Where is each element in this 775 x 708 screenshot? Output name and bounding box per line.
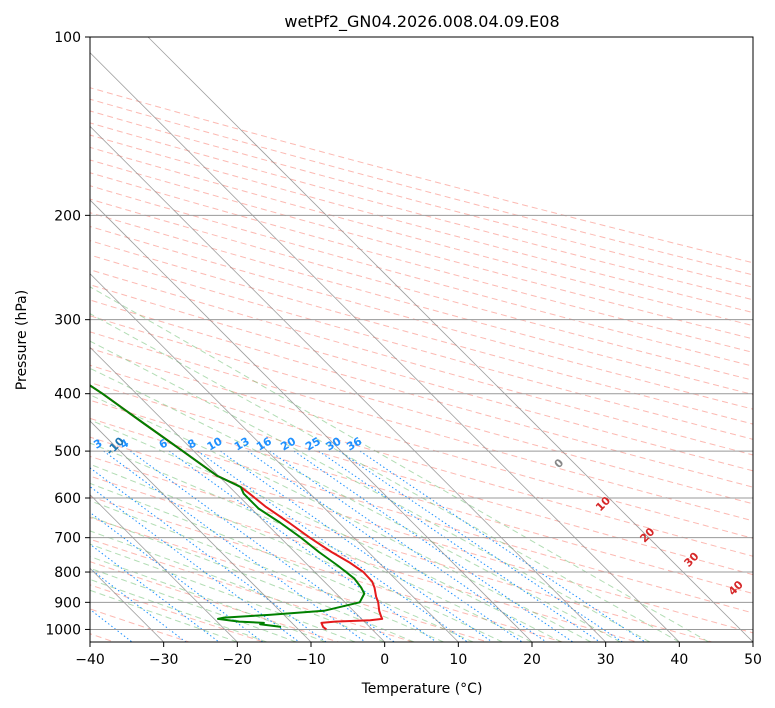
x-tick-label: 40: [670, 652, 688, 668]
y-axis-title: Pressure (hPa): [14, 290, 30, 390]
moist-adiabat: [90, 313, 680, 642]
isotherm: [90, 125, 606, 642]
moist-adiabat: [90, 589, 238, 642]
sounding-profiles: [90, 384, 384, 631]
isobars: [90, 37, 753, 630]
isotherm: [90, 199, 533, 642]
moist-adiabat: [90, 367, 621, 642]
plot-area: 0.10.20.40.611.52346810131620253036-100-…: [90, 37, 753, 642]
dry-adiabat: [90, 364, 753, 557]
dry-adiabat: [90, 299, 753, 488]
x-tick-label: 50: [744, 652, 762, 668]
moist-adiabat: [90, 530, 385, 642]
dry-adiabat: [90, 538, 414, 642]
y-tick-label: 600: [54, 491, 81, 507]
mixing-ratio-line: [90, 511, 264, 642]
dry-adiabat: [90, 185, 753, 367]
dry-adiabat: [90, 417, 753, 614]
moist-adiabat: [90, 515, 415, 642]
dry-adiabat: [90, 284, 753, 472]
moist-adiabat: [90, 567, 297, 642]
y-tick-label: 800: [54, 565, 81, 581]
dry-adiabat: [90, 110, 753, 288]
mixing-ratio-line: [197, 450, 468, 642]
mixing-ratio-line: [90, 543, 220, 642]
isotherm: [147, 37, 753, 642]
mixing-ratio-line: [359, 450, 646, 642]
mixing-ratio-line: [318, 450, 601, 642]
y-tick-label: 100: [54, 30, 81, 46]
y-axis: 100 200 300 400 500 600 700 800 900 1000: [45, 30, 90, 638]
dewpoint-profile: [90, 384, 366, 628]
mixing-ratio-lines: [90, 450, 646, 642]
isotherm: [90, 346, 385, 642]
mixing-ratio-line: [168, 450, 437, 642]
dry-adiabat: [90, 475, 638, 642]
y-tick-label: 200: [54, 208, 81, 224]
mixing-ratio-line: [220, 450, 493, 642]
mixing-ratio-line: [338, 450, 623, 642]
isotherm: [90, 420, 312, 642]
y-tick-label: 300: [54, 313, 81, 329]
dry-adiabat: [90, 212, 753, 396]
moist-adiabat: [90, 578, 267, 642]
mixing-ratio-line: [293, 450, 574, 642]
plot-frame: [89, 36, 754, 643]
x-tick-label: −10: [296, 652, 326, 668]
x-tick-label: −30: [149, 652, 179, 668]
dry-adiabat: [90, 240, 753, 425]
moist-adiabat: [90, 482, 474, 642]
mixing-ratio-line: [103, 450, 366, 642]
y-tick-label: 900: [54, 595, 81, 611]
moist-adiabat: [90, 419, 562, 642]
x-axis: −40 −30 −20 −10 0 10 20 30 40 50: [75, 642, 762, 668]
isotherms: [90, 37, 753, 642]
dry-adiabats: [90, 87, 753, 642]
x-tick-label: 20: [523, 652, 541, 668]
y-tick-label: 700: [54, 531, 81, 547]
chart-title: wetPf2_GN04.2026.008.04.09.E08: [284, 12, 559, 32]
y-tick-label: 1000: [45, 622, 81, 638]
dry-adiabat: [90, 399, 753, 595]
x-tick-label: 10: [449, 652, 467, 668]
x-tick-label: −20: [223, 652, 253, 668]
dry-adiabat: [90, 315, 753, 505]
x-tick-label: 30: [597, 652, 615, 668]
isotherm: [90, 273, 459, 642]
dry-adiabat: [90, 269, 753, 456]
y-tick-label: 400: [54, 387, 81, 403]
y-tick-label: 500: [54, 444, 81, 460]
x-tick-label: 0: [380, 652, 389, 668]
x-tick-label: −40: [75, 652, 105, 668]
dry-adiabat: [90, 455, 712, 642]
mixing-ratio-line: [90, 568, 187, 642]
isotherm: [90, 494, 238, 642]
mixing-ratio-line: [90, 467, 327, 642]
isotherm: [90, 52, 680, 642]
dry-adiabat: [90, 98, 753, 276]
x-axis-title: Temperature (°C): [361, 681, 483, 697]
moist-adiabat: [90, 556, 326, 642]
dry-adiabat: [90, 134, 753, 314]
